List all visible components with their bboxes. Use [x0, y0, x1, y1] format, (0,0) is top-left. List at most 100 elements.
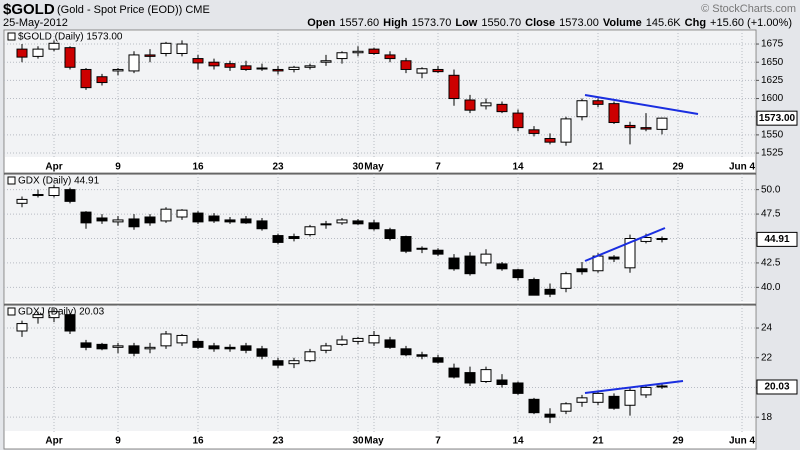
candle-body — [384, 229, 396, 239]
candle-body — [272, 235, 284, 243]
candle-body — [528, 129, 540, 134]
candle-body — [400, 60, 412, 70]
candle-body — [592, 392, 604, 403]
trend-line — [584, 94, 699, 115]
candle-body — [96, 217, 108, 222]
y-tick-label: 42.5 — [761, 258, 781, 269]
y-tick-label: 1675 — [761, 39, 784, 50]
candle-body — [272, 68, 284, 72]
candle — [352, 218, 364, 225]
candle — [272, 233, 284, 245]
candle — [144, 214, 156, 226]
candle — [224, 217, 236, 224]
candle — [496, 101, 508, 114]
candle — [416, 67, 428, 79]
candle-body — [576, 268, 588, 273]
candle — [208, 213, 220, 223]
x-tick-label: 9 — [115, 436, 121, 447]
candle — [512, 381, 524, 395]
x-tick-label: 29 — [672, 436, 684, 447]
title-icon — [7, 307, 16, 316]
description: (Gold - Spot Price (EOD)) CME — [57, 4, 210, 16]
candle-body — [432, 249, 444, 255]
quote-value: 145.6K — [645, 17, 681, 29]
candle — [592, 390, 604, 406]
candle — [576, 394, 588, 407]
candle-body — [176, 43, 188, 54]
trend-line — [584, 380, 684, 394]
panel-title: GDXJ (Daily) 20.03 — [18, 307, 105, 318]
candle-body — [400, 236, 412, 252]
candle-body — [64, 47, 76, 68]
quote-label: Chg — [684, 17, 707, 29]
y-tick-label: 22 — [761, 352, 773, 363]
candle — [64, 187, 76, 204]
candle — [16, 196, 28, 208]
candle — [448, 254, 460, 271]
candle-body — [160, 333, 172, 347]
title-icon — [7, 176, 16, 185]
candle — [48, 184, 60, 198]
candle — [320, 220, 332, 229]
y-tick-label: 1650 — [761, 57, 784, 68]
candle-body — [112, 219, 124, 223]
y-tick-label: 1550 — [761, 130, 784, 141]
candle — [512, 109, 524, 132]
candle-body — [240, 345, 252, 351]
candle-body — [624, 238, 636, 269]
candle — [400, 345, 412, 357]
candle — [368, 219, 380, 231]
candle-body — [224, 346, 236, 350]
x-tick-label: Jun 4 — [729, 436, 756, 447]
candle — [224, 344, 236, 352]
x-tick-label: 16 — [192, 436, 204, 447]
candle-body — [384, 339, 396, 348]
candle-body — [656, 117, 668, 130]
candle-body — [592, 255, 604, 272]
candle — [224, 60, 236, 71]
candle-body — [48, 311, 60, 319]
candle-body — [176, 209, 188, 218]
candle — [160, 41, 172, 57]
candle-body — [48, 187, 60, 197]
candle-body — [304, 226, 316, 236]
candle-body — [224, 63, 236, 68]
candle — [64, 313, 76, 334]
candle-body — [176, 334, 188, 344]
symbol: $GOLD — [3, 1, 55, 18]
last-price-label: 44.91 — [764, 234, 789, 245]
candle-body — [560, 273, 572, 289]
candle-body — [608, 256, 620, 260]
candle — [160, 330, 172, 349]
candle — [304, 224, 316, 237]
candle-body — [128, 345, 140, 354]
candle-body — [208, 215, 220, 222]
candle-body — [576, 100, 588, 118]
y-tick-label: 47.5 — [761, 209, 781, 220]
candle — [192, 338, 204, 349]
candle — [624, 234, 636, 273]
candle-body — [80, 68, 92, 89]
candle — [480, 366, 492, 383]
candle — [352, 46, 364, 57]
candle — [608, 393, 620, 410]
candle — [176, 333, 188, 346]
candle-body — [256, 67, 268, 70]
candle — [288, 233, 300, 242]
candle-body — [16, 198, 28, 204]
candle — [240, 216, 252, 224]
candle — [480, 98, 492, 110]
candle — [256, 345, 268, 360]
last-price-box — [756, 231, 798, 247]
candle-body — [48, 42, 60, 50]
candle-body — [128, 54, 140, 72]
candle-body — [656, 238, 668, 240]
candle — [496, 374, 508, 388]
candle — [288, 65, 300, 73]
candle-body — [352, 337, 364, 342]
candle — [528, 277, 540, 296]
candle — [240, 342, 252, 354]
quote-value: 1550.70 — [481, 17, 522, 29]
quote-label: Volume — [602, 17, 642, 29]
